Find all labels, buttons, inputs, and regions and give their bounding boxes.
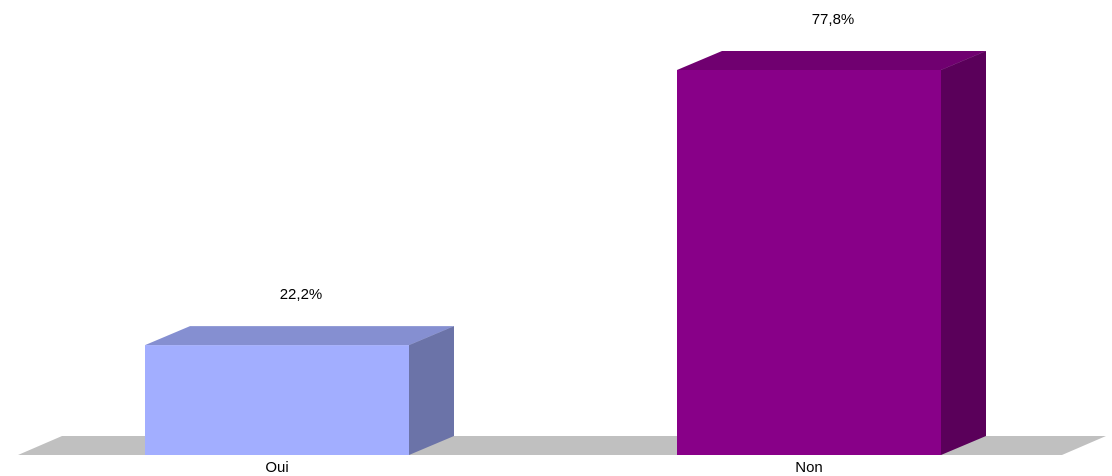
bar-side-oui <box>409 326 454 455</box>
bar-top-oui <box>145 326 454 346</box>
data-label-non: 77,8% <box>812 11 855 28</box>
bar-front-non <box>677 70 941 455</box>
data-labels-group: 22,2% 77,8% <box>280 11 855 303</box>
category-label-non: Non <box>795 459 823 476</box>
bar-top-non <box>677 51 986 70</box>
bar-non <box>677 51 986 455</box>
category-label-oui: Oui <box>265 459 288 476</box>
data-label-oui: 22,2% <box>280 286 323 303</box>
bar-front-oui <box>145 345 409 455</box>
bar-side-non <box>941 51 986 455</box>
bar-oui <box>145 326 454 455</box>
bars-group <box>145 51 986 455</box>
category-labels-group: Oui Non <box>265 459 822 476</box>
